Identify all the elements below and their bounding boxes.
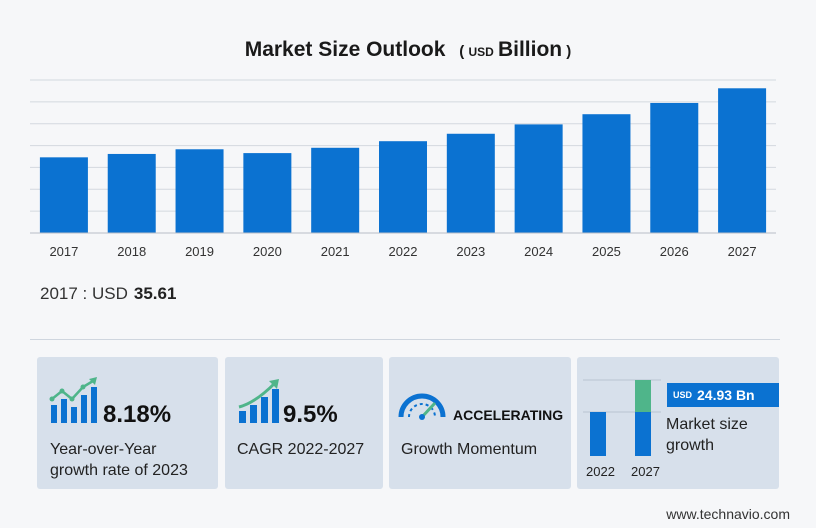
x-tick-2022: 2022 — [389, 244, 418, 259]
cagr-card: 9.5% CAGR 2022-2027 — [225, 357, 383, 489]
mini-year-end: 2027 — [631, 464, 660, 479]
bar-2023 — [446, 133, 495, 233]
x-tick-2019: 2019 — [185, 244, 214, 259]
unit-word: Billion — [497, 38, 563, 61]
badge-prefix: USD — [673, 390, 693, 400]
chart-title: Market Size Outlook ( USD Billion ) — [0, 38, 816, 62]
mini-bar-2022 — [590, 412, 606, 456]
yoy-label: Year-over-Year growth rate of 2023 — [50, 439, 188, 481]
market-growth-card: 2022 2027 Market size growth — [577, 357, 779, 489]
cagr-value: 9.5% — [283, 401, 338, 428]
momentum-card: ACCELERATING Growth Momentum — [389, 357, 571, 489]
x-tick-2017: 2017 — [49, 244, 78, 259]
yoy-label-line1: Year-over-Year — [50, 441, 157, 458]
bar-2018 — [107, 153, 156, 233]
market-growth-label: Market size growth — [666, 414, 748, 456]
divider — [30, 339, 780, 340]
x-tick-2020: 2020 — [253, 244, 282, 259]
x-tick-2026: 2026 — [660, 244, 689, 259]
cagr-label: CAGR 2022-2027 — [237, 441, 365, 458]
market-growth-line2: growth — [666, 437, 715, 454]
x-tick-2025: 2025 — [592, 244, 621, 259]
market-growth-line1: Market size — [666, 416, 748, 433]
x-tick-2023: 2023 — [456, 244, 485, 259]
unit-prefix: USD — [468, 45, 494, 59]
bar-2017 — [39, 157, 88, 233]
mini-bar-2027-base — [635, 412, 651, 456]
rising-bars-icon — [238, 379, 279, 423]
bar-2025 — [582, 114, 631, 233]
bar-2022 — [379, 141, 427, 233]
badge-value: 24.93 Bn — [697, 387, 755, 403]
base-year-label: 2017 : USD — [40, 284, 128, 303]
momentum-value: ACCELERATING — [453, 407, 564, 423]
market-growth-badge: USD 24.93 Bn — [667, 383, 779, 407]
bar-2019 — [175, 149, 224, 233]
mini-year-start: 2022 — [586, 464, 615, 479]
x-tick-2018: 2018 — [117, 244, 146, 259]
bar-2024 — [514, 124, 563, 233]
chart-unit: ( USD Billion ) — [459, 38, 572, 61]
base-value-number: 35.61 — [133, 284, 177, 303]
yoy-label-line2: growth rate of 2023 — [50, 462, 188, 479]
base-value: 2017 : USD 35.61 — [40, 284, 176, 304]
yoy-card: 8.18% Year-over-Year growth rate of 2023 — [37, 357, 218, 489]
bar-2021 — [311, 147, 360, 233]
footer-url: www.technavio.com — [666, 506, 790, 522]
momentum-label: Growth Momentum — [401, 441, 538, 458]
bar-2026 — [650, 102, 699, 233]
x-tick-2027: 2027 — [728, 244, 757, 259]
x-tick-2021: 2021 — [321, 244, 350, 259]
mini-growth-chart — [583, 379, 661, 456]
x-tick-2024: 2024 — [524, 244, 553, 259]
yoy-value: 8.18% — [103, 401, 172, 428]
mini-bar-2027-growth — [635, 380, 651, 412]
speedometer-icon — [398, 393, 446, 420]
bar-2020 — [243, 153, 292, 233]
bar-chart: 2017 2018 2019 2020 2021 2022 2023 2024 2025 2026… — [30, 79, 776, 259]
chart-title-text: Market Size Outlook — [244, 38, 446, 61]
growth-chart-icon — [49, 377, 97, 423]
bar-2027 — [718, 88, 767, 233]
